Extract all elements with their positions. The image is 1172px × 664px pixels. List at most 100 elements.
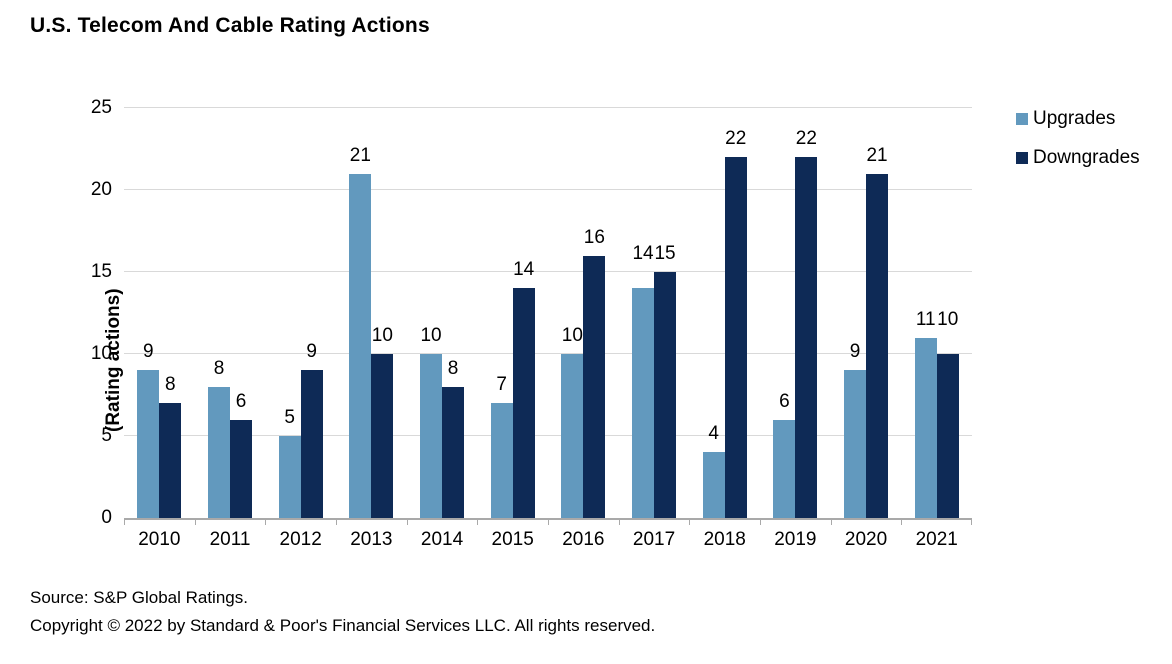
y-tick-label-0: 0 [101, 507, 112, 528]
x-axis-label-2014: 2014 [420, 529, 464, 550]
bar-upgrades-2014 [420, 354, 443, 518]
data-label-downgrades-2018: 22 [725, 128, 747, 150]
x-tick-mark [124, 518, 125, 525]
bar-column: 6 [230, 108, 252, 518]
bar-column: 10 [561, 108, 584, 518]
data-label-downgrades-2020: 21 [866, 144, 888, 166]
x-tick-mark [760, 518, 761, 525]
x-axis-label-2020: 2020 [844, 529, 888, 550]
data-label-upgrades-2016: 10 [561, 325, 583, 346]
bar-group-2021: 11 10 [901, 108, 972, 518]
y-tick-label-5: 5 [101, 425, 112, 446]
data-label-upgrades-2021: 11 [915, 308, 936, 330]
data-label-upgrades-2018: 4 [708, 423, 719, 445]
bar-column: 8 [159, 108, 182, 518]
bar-upgrades-2013 [349, 173, 372, 518]
data-label-upgrades-2014: 10 [420, 325, 442, 346]
data-label-downgrades-2017: 15 [654, 243, 676, 264]
bar-group-2016: 10 16 [548, 108, 619, 518]
bar-column: 7 [490, 108, 513, 518]
y-tick-label-25: 25 [90, 97, 112, 118]
bar-downgrades-2018 [724, 157, 747, 518]
data-label-upgrades-2020: 9 [849, 341, 861, 363]
bar-downgrades-2014 [442, 386, 465, 518]
bar-upgrades-2017 [632, 288, 655, 518]
data-label-downgrades-2014: 8 [447, 357, 459, 379]
x-tick-mark [406, 518, 408, 525]
data-label-downgrades-2011: 6 [235, 390, 247, 412]
legend-label-upgrades: Upgrades [1033, 108, 1116, 129]
bar-column: 8 [208, 108, 230, 518]
bar-group-2015: 7 14 [477, 108, 548, 518]
x-axis-label-2013: 2013 [350, 529, 393, 550]
y-tick-label-20: 20 [90, 179, 112, 200]
bar-group-2018: 4 22 [689, 108, 760, 518]
bar-upgrades-2012 [278, 436, 301, 518]
bar-column: 8 [442, 108, 465, 518]
bar-upgrades-2018 [702, 452, 725, 518]
bar-group-2020: 9 21 [831, 108, 902, 518]
bar-column: 14 [632, 108, 655, 518]
legend-item-downgrades: Downgrades [1016, 147, 1140, 169]
x-axis-labels: 2010 2011 2012 2013 2014 2015 2016 2017 2018 2019… [124, 529, 972, 551]
bar-column: 21 [866, 108, 889, 518]
data-label-downgrades-2019: 22 [795, 128, 817, 150]
gridline-y20 [124, 189, 972, 190]
bar-column: 9 [137, 108, 160, 518]
bar-column: 6 [773, 108, 796, 518]
x-axis-label-2018: 2018 [703, 529, 746, 550]
upgrades-swatch-icon [1016, 113, 1028, 125]
x-tick-mark [265, 518, 267, 525]
y-tick-label-15: 15 [90, 261, 112, 282]
bar-column: 14 [512, 108, 535, 518]
legend: Upgrades Downgrades [1016, 108, 1140, 186]
bar-column: 15 [654, 108, 677, 518]
x-axis-label-2016: 2016 [562, 529, 605, 550]
x-axis-label-2012: 2012 [279, 529, 322, 550]
bar-column: 16 [583, 108, 606, 518]
bar-group-2019: 6 22 [760, 108, 831, 518]
bar-downgrades-2012 [300, 370, 323, 518]
bar-downgrades-2016 [583, 255, 606, 518]
bar-downgrades-2015 [512, 288, 535, 518]
legend-label-downgrades: Downgrades [1033, 147, 1140, 168]
bar-column: 10 [936, 108, 959, 518]
gridline-y10 [124, 353, 972, 354]
bar-downgrades-2010 [159, 403, 182, 518]
x-axis-label-2010: 2010 [138, 529, 181, 550]
data-label-downgrades-2021: 10 [937, 309, 959, 330]
x-tick-mark [618, 518, 620, 525]
bar-upgrades-2015 [490, 403, 513, 518]
chart-title: U.S. Telecom And Cable Rating Actions [30, 14, 430, 37]
data-label-downgrades-2010: 8 [165, 374, 176, 396]
gridline-y5 [124, 435, 972, 436]
bar-downgrades-2019 [795, 157, 818, 518]
bar-downgrades-2011 [230, 419, 252, 518]
bar-downgrades-2021 [936, 354, 959, 518]
data-label-upgrades-2013: 21 [349, 144, 371, 166]
data-label-upgrades-2012: 5 [284, 407, 295, 428]
x-tick-mark [194, 518, 196, 525]
bar-downgrades-2013 [371, 354, 394, 518]
x-tick-mark [336, 518, 337, 525]
copyright-text: Copyright © 2022 by Standard & Poor's Fi… [30, 616, 656, 635]
bar-column: 9 [300, 108, 323, 518]
bar-group-2014: 10 8 [407, 108, 478, 518]
x-axis-label-2015: 2015 [491, 529, 534, 550]
bar-downgrades-2017 [654, 272, 677, 518]
x-axis-label-2019: 2019 [774, 529, 817, 550]
x-axis-label-2017: 2017 [632, 529, 676, 550]
bar-column: 9 [844, 108, 867, 518]
bar-column: 21 [349, 108, 372, 518]
x-tick-mark [477, 518, 479, 525]
bar-column: 11 [914, 108, 937, 518]
bar-column: 10 [371, 108, 394, 518]
downgrades-swatch-icon [1016, 152, 1028, 164]
bar-group-2013: 21 10 [336, 108, 407, 518]
data-label-upgrades-2017: 14 [632, 243, 654, 265]
bar-column: 22 [724, 108, 747, 518]
data-label-downgrades-2012: 9 [306, 341, 317, 363]
